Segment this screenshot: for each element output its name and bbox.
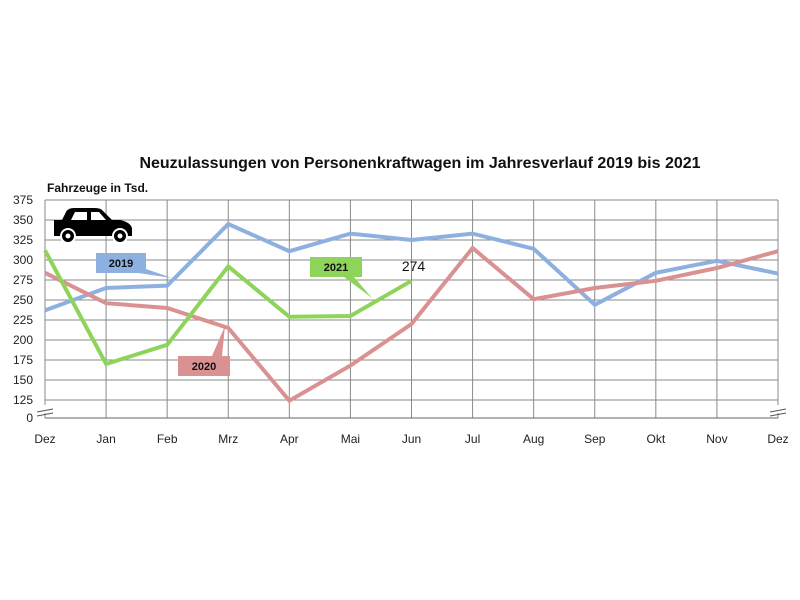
x-tick-label: Jan xyxy=(96,432,115,446)
y-tick-label: 225 xyxy=(13,313,33,327)
y-tick-label: 275 xyxy=(13,273,33,287)
x-tick-label: Jun xyxy=(402,432,421,446)
y-axis-ticks: 0 125 150 175 200 225 250 275 300 325 350 375 xyxy=(13,193,33,425)
x-tick-label: Aug xyxy=(523,432,544,446)
series-label-2020: 2020 xyxy=(192,361,216,373)
y-tick-label: 175 xyxy=(13,353,33,367)
x-tick-label: Mai xyxy=(341,432,360,446)
y-tick-label: 375 xyxy=(13,193,33,207)
y-tick-label: 350 xyxy=(13,213,33,227)
series-labels: 2019 2020 2021 274 xyxy=(96,253,425,376)
y-axis-unit-label: Fahrzeuge in Tsd. xyxy=(47,181,148,195)
x-tick-label: Jul xyxy=(465,432,480,446)
y-tick-label: 325 xyxy=(13,233,33,247)
series-line-2019 xyxy=(44,221,779,313)
y-tick-label: 200 xyxy=(13,333,33,347)
axis-break-mask-right xyxy=(770,405,786,413)
callout-box-2020 xyxy=(178,356,230,376)
x-tick-label: Sep xyxy=(584,432,606,446)
y-tick-label: 250 xyxy=(13,293,33,307)
callout-pointer-2020 xyxy=(212,326,225,356)
x-tick-label: Mrz xyxy=(218,432,238,446)
callout-pointer-2019 xyxy=(138,269,172,278)
x-tick-label: Apr xyxy=(280,432,299,446)
axis-break-right xyxy=(769,408,787,417)
value-annotation: 274 xyxy=(402,258,426,274)
x-tick-label: Okt xyxy=(646,432,665,446)
gridlines xyxy=(36,199,787,419)
series-lines xyxy=(43,221,779,404)
chart-title: Neuzulassungen von Personenkraftwagen im… xyxy=(139,155,700,172)
series-label-2019: 2019 xyxy=(109,258,133,270)
series-label-2021: 2021 xyxy=(324,262,348,274)
y-tick-label: 0 xyxy=(26,411,33,425)
axis-break-left xyxy=(36,408,54,417)
axis-break-mask-left xyxy=(37,405,53,413)
callout-pointer-2021 xyxy=(344,277,372,298)
x-axis-ticks: Dez Jan Feb Mrz Apr Mai Jun Jul Aug Sep Okt Nov Dez xyxy=(34,432,788,446)
series-line-2020 xyxy=(44,245,779,404)
x-tick-label: Dez xyxy=(767,432,788,446)
y-tick-label: 125 xyxy=(13,393,33,407)
callout-box-2021 xyxy=(310,257,362,277)
x-tick-label: Nov xyxy=(706,432,727,446)
x-tick-label: Dez xyxy=(34,432,55,446)
y-tick-label: 150 xyxy=(13,373,33,387)
car-icon xyxy=(54,208,132,244)
x-tick-label: Feb xyxy=(157,432,178,446)
series-line-2021 xyxy=(43,249,413,367)
callout-box-2019 xyxy=(96,253,146,273)
y-tick-label: 300 xyxy=(13,253,33,267)
